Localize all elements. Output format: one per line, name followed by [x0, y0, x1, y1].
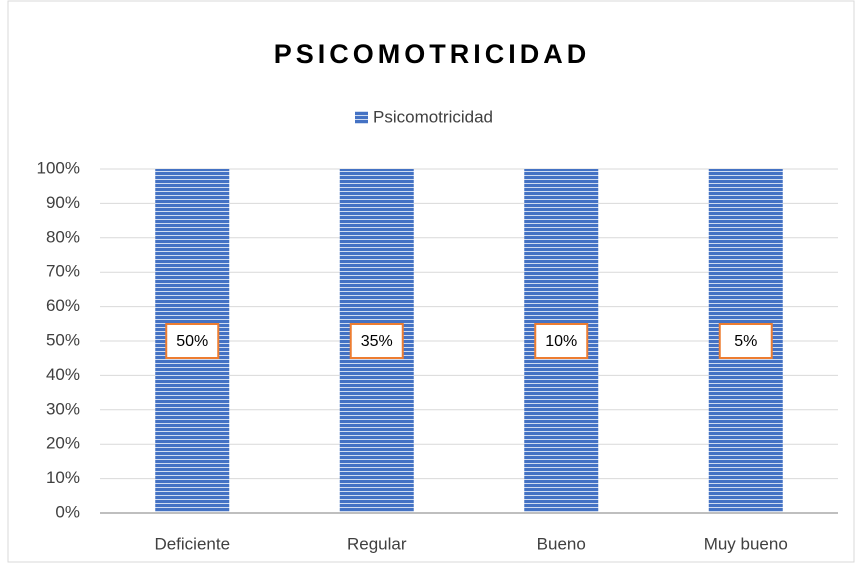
x-tick-label: Regular	[347, 534, 407, 553]
y-tick-label: 30%	[46, 399, 80, 418]
data-label-box	[718, 323, 773, 359]
x-tick-label: Deficiente	[154, 534, 230, 553]
y-tick-label: 20%	[46, 434, 80, 453]
y-tick-label: 40%	[46, 365, 80, 384]
chart-title: PSICOMOTRICIDAD	[274, 39, 591, 69]
data-label: 50%	[176, 333, 208, 350]
data-label: 10%	[545, 333, 577, 350]
x-tick-label: Bueno	[537, 534, 586, 553]
data-label-box	[534, 323, 589, 359]
y-tick-label: 50%	[46, 330, 80, 349]
data-label-box	[165, 323, 220, 359]
y-tick-label: 60%	[46, 296, 80, 315]
x-tick-label: Muy bueno	[704, 534, 788, 553]
y-tick-label: 0%	[55, 502, 80, 521]
y-tick-label: 100%	[37, 158, 80, 177]
y-tick-label: 70%	[46, 262, 80, 281]
legend-label: Psicomotricidad	[373, 107, 493, 126]
data-label: 35%	[361, 333, 393, 350]
y-tick-label: 80%	[46, 227, 80, 246]
data-label-box	[349, 323, 404, 359]
y-tick-label: 10%	[46, 468, 80, 487]
y-tick-label: 90%	[46, 193, 80, 212]
legend-swatch	[355, 111, 368, 124]
data-label: 5%	[734, 333, 757, 350]
